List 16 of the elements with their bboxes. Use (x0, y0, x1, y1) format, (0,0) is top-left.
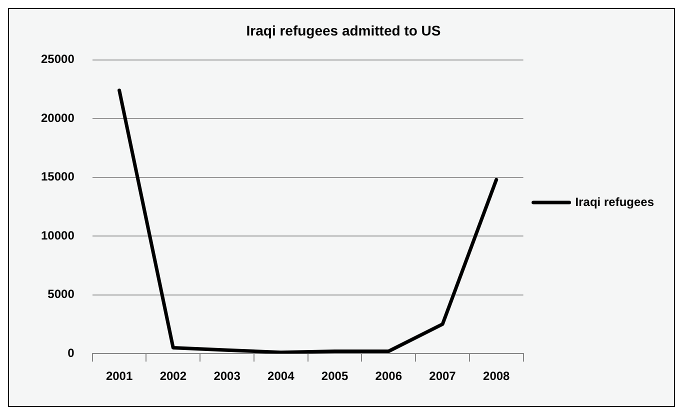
y-tick-label: 10000 (40, 228, 75, 242)
x-tick-label: 2008 (483, 369, 510, 384)
x-tick-label: 2005 (321, 369, 348, 384)
x-tick-label: 2001 (106, 369, 133, 384)
chart-title: Iraqi refugees admitted to US (246, 22, 441, 38)
legend-label: Iraqi refugees (575, 194, 654, 209)
y-tick-label: 5000 (48, 287, 75, 302)
y-tick-label: 0 (68, 346, 75, 360)
x-tick-label: 2007 (429, 369, 456, 384)
y-tick-label: 15000 (40, 170, 75, 184)
x-tick-label: 2003 (214, 369, 241, 384)
x-tick-label: 2002 (160, 369, 187, 384)
x-tick-label: 2004 (268, 369, 295, 384)
x-tick-label: 2006 (375, 369, 402, 384)
y-tick-label: 20000 (40, 110, 75, 125)
y-tick-label: 25000 (40, 52, 75, 66)
